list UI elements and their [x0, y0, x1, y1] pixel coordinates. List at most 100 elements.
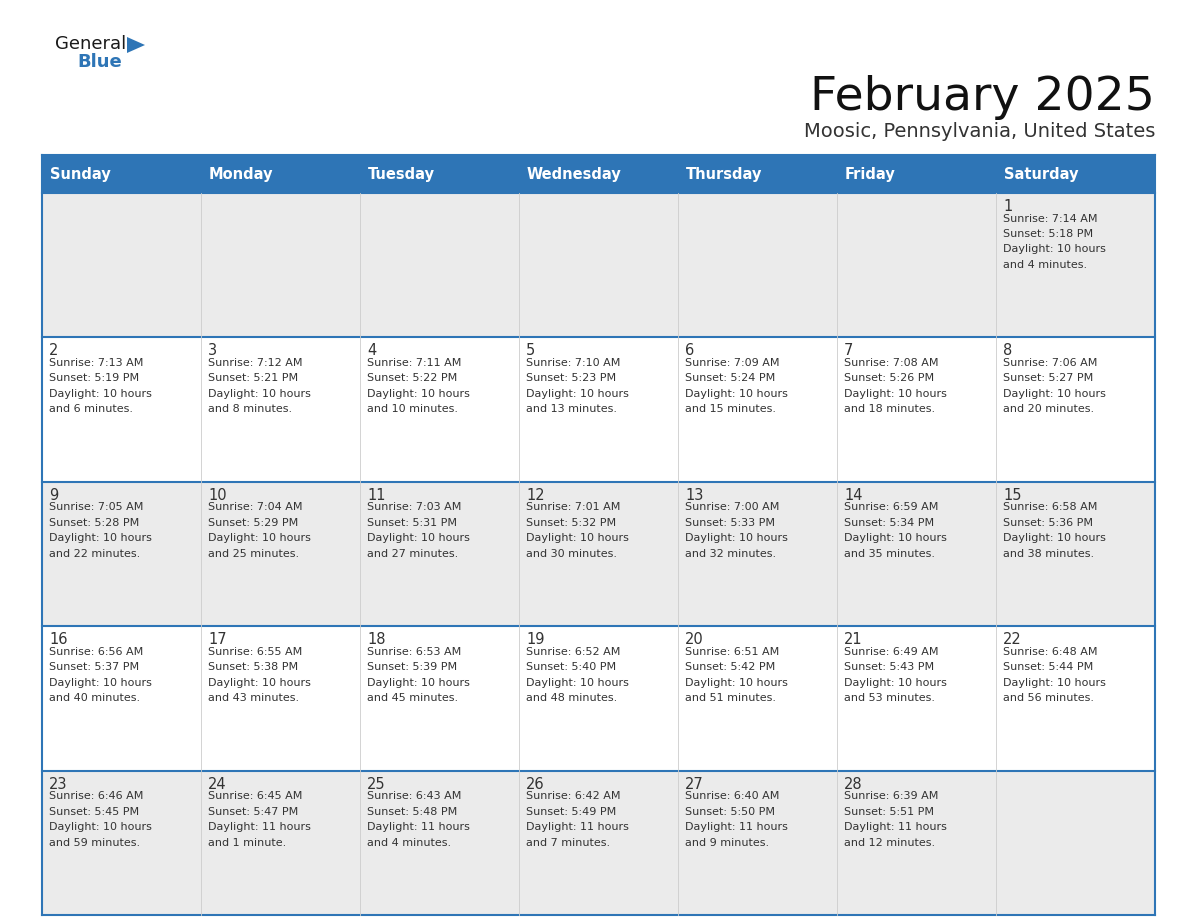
- Text: 16: 16: [49, 633, 68, 647]
- Text: Daylight: 11 hours: Daylight: 11 hours: [685, 823, 788, 832]
- Text: Daylight: 10 hours: Daylight: 10 hours: [843, 677, 947, 688]
- Text: Daylight: 10 hours: Daylight: 10 hours: [367, 677, 470, 688]
- Text: and 27 minutes.: and 27 minutes.: [367, 549, 459, 559]
- Text: 5: 5: [526, 343, 536, 358]
- Text: Daylight: 10 hours: Daylight: 10 hours: [526, 389, 628, 399]
- Text: 18: 18: [367, 633, 385, 647]
- Bar: [42, 482, 1155, 626]
- Text: 26: 26: [526, 777, 544, 791]
- Text: Sunset: 5:26 PM: Sunset: 5:26 PM: [843, 374, 934, 384]
- Text: Sunset: 5:42 PM: Sunset: 5:42 PM: [685, 662, 776, 672]
- Text: and 45 minutes.: and 45 minutes.: [367, 693, 459, 703]
- Text: Sunset: 5:45 PM: Sunset: 5:45 PM: [49, 807, 139, 817]
- Text: and 48 minutes.: and 48 minutes.: [526, 693, 618, 703]
- Text: Friday: Friday: [845, 166, 896, 182]
- Text: 12: 12: [526, 487, 544, 503]
- Text: Daylight: 11 hours: Daylight: 11 hours: [843, 823, 947, 832]
- Text: and 4 minutes.: and 4 minutes.: [367, 837, 451, 847]
- Text: Sunrise: 7:09 AM: Sunrise: 7:09 AM: [685, 358, 779, 368]
- Bar: [42, 338, 1155, 482]
- Text: Sunset: 5:38 PM: Sunset: 5:38 PM: [208, 662, 298, 672]
- Text: Daylight: 10 hours: Daylight: 10 hours: [49, 389, 152, 399]
- Text: Daylight: 10 hours: Daylight: 10 hours: [843, 389, 947, 399]
- Text: 24: 24: [208, 777, 227, 791]
- Text: and 40 minutes.: and 40 minutes.: [49, 693, 140, 703]
- Text: and 38 minutes.: and 38 minutes.: [1003, 549, 1094, 559]
- Text: Sunrise: 6:45 AM: Sunrise: 6:45 AM: [208, 791, 303, 801]
- Text: Wednesday: Wednesday: [527, 166, 621, 182]
- Text: and 12 minutes.: and 12 minutes.: [843, 837, 935, 847]
- Text: Daylight: 10 hours: Daylight: 10 hours: [685, 389, 788, 399]
- Text: 22: 22: [1003, 633, 1022, 647]
- Text: Sunset: 5:37 PM: Sunset: 5:37 PM: [49, 662, 139, 672]
- Text: Daylight: 10 hours: Daylight: 10 hours: [208, 677, 311, 688]
- Text: Daylight: 11 hours: Daylight: 11 hours: [208, 823, 311, 832]
- Text: and 13 minutes.: and 13 minutes.: [526, 405, 617, 414]
- Text: Sunrise: 6:46 AM: Sunrise: 6:46 AM: [49, 791, 144, 801]
- Text: and 25 minutes.: and 25 minutes.: [208, 549, 299, 559]
- Text: Sunrise: 7:14 AM: Sunrise: 7:14 AM: [1003, 214, 1098, 223]
- Text: Monday: Monday: [209, 166, 273, 182]
- Text: Daylight: 11 hours: Daylight: 11 hours: [526, 823, 628, 832]
- Text: Sunrise: 7:13 AM: Sunrise: 7:13 AM: [49, 358, 144, 368]
- Text: 8: 8: [1003, 343, 1012, 358]
- Text: General: General: [55, 35, 126, 53]
- Text: and 20 minutes.: and 20 minutes.: [1003, 405, 1094, 414]
- Bar: [42, 193, 1155, 338]
- Text: Sunrise: 6:55 AM: Sunrise: 6:55 AM: [208, 646, 302, 656]
- Text: Moosic, Pennsylvania, United States: Moosic, Pennsylvania, United States: [803, 122, 1155, 141]
- Text: Sunset: 5:36 PM: Sunset: 5:36 PM: [1003, 518, 1093, 528]
- Text: Daylight: 10 hours: Daylight: 10 hours: [1003, 244, 1106, 254]
- Text: 25: 25: [367, 777, 386, 791]
- Text: and 18 minutes.: and 18 minutes.: [843, 405, 935, 414]
- Text: Sunset: 5:34 PM: Sunset: 5:34 PM: [843, 518, 934, 528]
- Text: Sunset: 5:48 PM: Sunset: 5:48 PM: [367, 807, 457, 817]
- Text: Sunset: 5:19 PM: Sunset: 5:19 PM: [49, 374, 139, 384]
- Text: 27: 27: [685, 777, 703, 791]
- Text: 1: 1: [1003, 199, 1012, 214]
- Text: and 35 minutes.: and 35 minutes.: [843, 549, 935, 559]
- Text: Sunset: 5:43 PM: Sunset: 5:43 PM: [843, 662, 934, 672]
- Text: Daylight: 10 hours: Daylight: 10 hours: [208, 533, 311, 543]
- Text: and 7 minutes.: and 7 minutes.: [526, 837, 611, 847]
- Text: and 8 minutes.: and 8 minutes.: [208, 405, 292, 414]
- Text: Saturday: Saturday: [1004, 166, 1079, 182]
- Text: Sunrise: 6:52 AM: Sunrise: 6:52 AM: [526, 646, 620, 656]
- Text: and 6 minutes.: and 6 minutes.: [49, 405, 133, 414]
- Text: Daylight: 11 hours: Daylight: 11 hours: [367, 823, 470, 832]
- Text: Sunrise: 7:03 AM: Sunrise: 7:03 AM: [367, 502, 461, 512]
- Text: 19: 19: [526, 633, 544, 647]
- Text: Daylight: 10 hours: Daylight: 10 hours: [685, 677, 788, 688]
- Text: Sunrise: 6:49 AM: Sunrise: 6:49 AM: [843, 646, 939, 656]
- Text: Sunrise: 6:59 AM: Sunrise: 6:59 AM: [843, 502, 939, 512]
- Text: and 59 minutes.: and 59 minutes.: [49, 837, 140, 847]
- Text: Sunrise: 6:43 AM: Sunrise: 6:43 AM: [367, 791, 461, 801]
- Text: February 2025: February 2025: [810, 75, 1155, 120]
- Text: Sunset: 5:28 PM: Sunset: 5:28 PM: [49, 518, 139, 528]
- Text: 9: 9: [49, 487, 58, 503]
- Text: Sunset: 5:49 PM: Sunset: 5:49 PM: [526, 807, 617, 817]
- Text: Sunset: 5:44 PM: Sunset: 5:44 PM: [1003, 662, 1093, 672]
- Text: Daylight: 10 hours: Daylight: 10 hours: [49, 823, 152, 832]
- Text: 10: 10: [208, 487, 227, 503]
- Text: Daylight: 10 hours: Daylight: 10 hours: [208, 389, 311, 399]
- Text: 6: 6: [685, 343, 694, 358]
- Text: Sunrise: 7:00 AM: Sunrise: 7:00 AM: [685, 502, 779, 512]
- Text: Sunrise: 7:06 AM: Sunrise: 7:06 AM: [1003, 358, 1098, 368]
- Text: 15: 15: [1003, 487, 1022, 503]
- Text: and 9 minutes.: and 9 minutes.: [685, 837, 769, 847]
- Text: Sunday: Sunday: [50, 166, 110, 182]
- Text: Sunrise: 6:51 AM: Sunrise: 6:51 AM: [685, 646, 779, 656]
- Text: 4: 4: [367, 343, 377, 358]
- Text: and 30 minutes.: and 30 minutes.: [526, 549, 617, 559]
- Text: Sunrise: 6:40 AM: Sunrise: 6:40 AM: [685, 791, 779, 801]
- Text: Sunrise: 6:53 AM: Sunrise: 6:53 AM: [367, 646, 461, 656]
- Text: Daylight: 10 hours: Daylight: 10 hours: [1003, 389, 1106, 399]
- Text: Daylight: 10 hours: Daylight: 10 hours: [367, 533, 470, 543]
- Text: 14: 14: [843, 487, 862, 503]
- Text: 3: 3: [208, 343, 217, 358]
- Text: Daylight: 10 hours: Daylight: 10 hours: [1003, 533, 1106, 543]
- Text: Sunset: 5:21 PM: Sunset: 5:21 PM: [208, 374, 298, 384]
- Text: Sunset: 5:32 PM: Sunset: 5:32 PM: [526, 518, 617, 528]
- Text: and 22 minutes.: and 22 minutes.: [49, 549, 140, 559]
